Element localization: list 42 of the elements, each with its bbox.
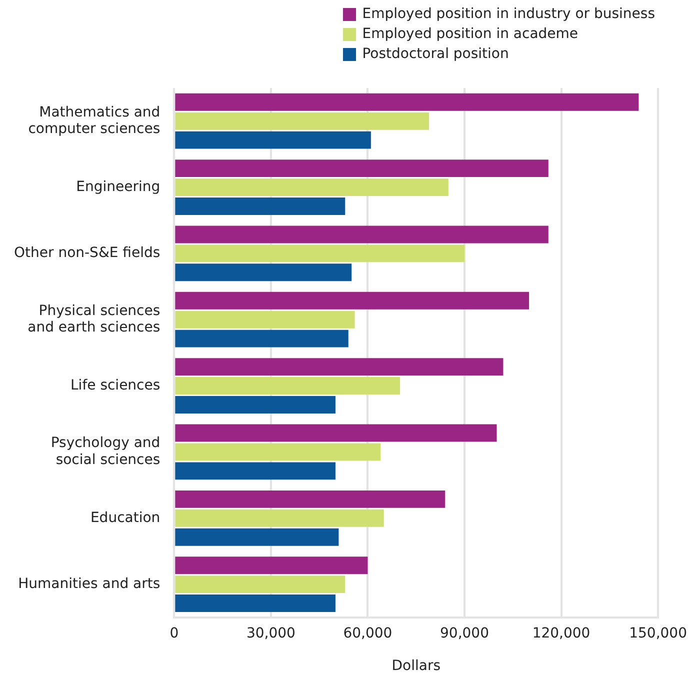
y-tick-label: Other non-S&E fields: [14, 245, 160, 262]
x-axis-title: Dollars: [392, 658, 440, 674]
legend-label: Employed position in academe: [362, 26, 578, 42]
bar: [175, 264, 352, 282]
bar: [175, 112, 430, 130]
bar: [175, 198, 346, 215]
y-tick-label: Physical sciences and earth sciences: [28, 302, 160, 336]
bar: [175, 160, 548, 178]
x-tick-label: 60,000: [343, 625, 392, 642]
y-tick-label: Humanities and arts: [18, 576, 160, 592]
bar: [175, 93, 639, 111]
bar: [175, 424, 497, 442]
bar: [175, 443, 381, 461]
y-tick-label: Life sciences: [70, 377, 160, 394]
bar: [175, 226, 548, 244]
bar: [175, 576, 346, 594]
x-tick-label: 120,000: [532, 625, 590, 642]
x-tick-label: 30,000: [246, 625, 296, 642]
bar: [175, 244, 464, 262]
bar: [175, 358, 504, 376]
bar: [175, 490, 446, 508]
x-tick-label: 90,000: [440, 625, 489, 642]
bar: [175, 509, 384, 527]
bar: [175, 396, 336, 414]
bar: [175, 594, 336, 612]
bar: [175, 292, 530, 310]
y-tick-label: Engineering: [76, 178, 160, 195]
bar: [175, 310, 355, 328]
bar: [175, 462, 336, 480]
bar: [175, 330, 348, 348]
y-tick-label: Psychology and social sciences: [50, 435, 160, 468]
y-tick-label: Mathematics and computer sciences: [28, 104, 160, 138]
bar: [175, 178, 448, 196]
x-tick-label: 0: [170, 625, 179, 642]
bar: [175, 377, 400, 395]
x-tick-label: 150,000: [629, 625, 688, 642]
y-tick-label: Education: [90, 510, 160, 526]
bar: [175, 556, 368, 574]
legend-label: Employed position in industry or business: [362, 6, 655, 22]
legend-label: Postdoctoral position: [362, 46, 509, 62]
bar: [175, 528, 339, 546]
bar: [175, 131, 371, 149]
